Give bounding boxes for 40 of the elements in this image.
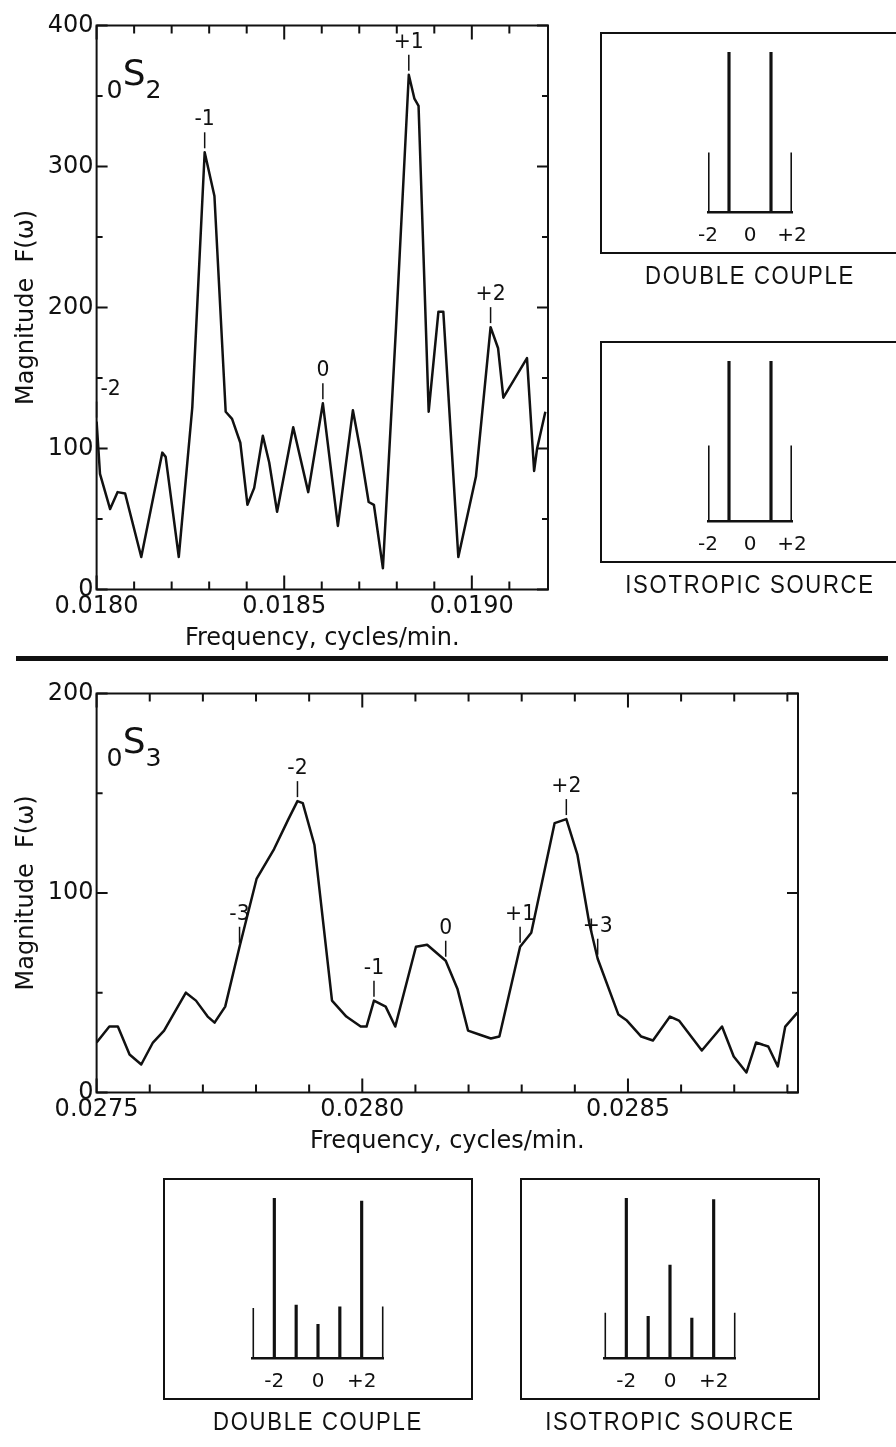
y-tick-label: 400 bbox=[47, 9, 94, 38]
x-tick-label: 0 bbox=[311, 1368, 325, 1393]
y-tick-label: 200 bbox=[47, 677, 94, 706]
x-tick-label: 0.0285 bbox=[585, 1094, 670, 1123]
annotation: -2 bbox=[287, 755, 308, 780]
annotation: -2 bbox=[100, 375, 121, 400]
annotation: -1 bbox=[194, 106, 215, 131]
annotation: -1 bbox=[363, 954, 385, 979]
x-tick-label: +2 bbox=[698, 1368, 729, 1393]
text: ISOTROPIC SOURCE bbox=[624, 569, 876, 600]
x-tick-label: 0.0185 bbox=[242, 591, 327, 620]
x-tick-label: +2 bbox=[346, 1368, 377, 1393]
x-tick-label: 0 bbox=[743, 531, 757, 556]
x-tick-label: 0.0280 bbox=[320, 1094, 405, 1123]
x-tick-label: +2 bbox=[777, 531, 807, 556]
x-tick-label: -2 bbox=[698, 222, 718, 247]
x-tick-label: 0 bbox=[743, 222, 757, 247]
y-tick-label: 200 bbox=[47, 291, 94, 320]
x-tick-label: -2 bbox=[264, 1368, 285, 1393]
x-tick-label: -2 bbox=[616, 1368, 637, 1393]
x-tick-label: -2 bbox=[698, 531, 718, 556]
x-axis-title: Frequency, cycles/min. bbox=[309, 1125, 585, 1154]
text: ISOTROPIC SOURCE bbox=[544, 1406, 796, 1437]
x-tick-label: 0.0190 bbox=[429, 591, 514, 620]
annotation: +1 bbox=[505, 900, 536, 925]
text: DOUBLE COUPLE bbox=[644, 260, 856, 291]
y-tick-label: 100 bbox=[47, 432, 94, 461]
text: DOUBLE COUPLE bbox=[212, 1406, 424, 1437]
x-tick-label: +2 bbox=[777, 222, 807, 247]
y-axis-title: Magnitude F(ω) bbox=[10, 795, 39, 991]
annotation: 0 bbox=[316, 357, 330, 382]
x-tick-label: 0 bbox=[663, 1368, 677, 1393]
y-tick-label: 300 bbox=[47, 150, 94, 179]
annotation: +2 bbox=[551, 773, 582, 798]
annotation: +1 bbox=[393, 28, 424, 53]
y-axis-title: Magnitude F(ω) bbox=[10, 209, 39, 405]
x-axis-title: Frequency, cycles/min. bbox=[184, 622, 460, 651]
y-tick-label: 100 bbox=[47, 877, 94, 906]
annotation: 0 bbox=[439, 914, 453, 939]
annotation: +2 bbox=[475, 281, 506, 306]
